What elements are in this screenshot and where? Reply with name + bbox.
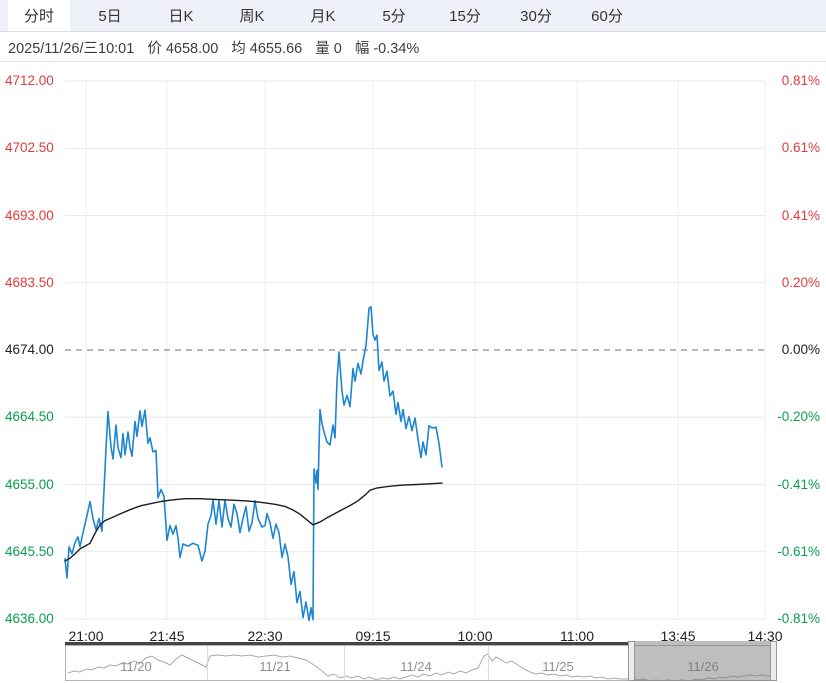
y-axis-label-left: 4664.50 [5,409,54,425]
nav-date-label: 11/25 [542,659,574,674]
y-axis-label-right: -0.61% [777,543,820,559]
tab-period-6[interactable]: 15分 [449,8,481,25]
x-axis-label: 10:00 [457,628,493,644]
y-axis-label-right: -0.81% [777,611,820,626]
y-axis-label-right: -0.20% [777,409,820,425]
x-axis-label: 13:45 [660,628,696,644]
x-axis-label: 21:45 [149,628,185,644]
y-axis-label-left: 4712.00 [5,73,54,88]
y-axis-label-left: 4693.00 [5,207,54,223]
y-axis-label-left: 4674.00 [5,342,54,357]
tab-period-1[interactable]: 5日 [98,8,122,25]
y-axis-label-left: 4683.50 [5,274,54,290]
nav-sparkline-canvas [67,653,776,680]
tab-period-8[interactable]: 60分 [591,8,623,25]
quote-change: 幅 -0.34% [354,40,420,57]
nav-date-label: 11/26 [687,659,719,674]
plot-canvas[interactable] [64,80,766,622]
quote-volume: 量 0 [315,40,342,57]
x-axis-label: 21:00 [68,628,104,644]
y-axis-label-right: 0.81% [781,73,820,88]
y-axis-label-left: 4655.00 [5,476,54,492]
tab-period-7[interactable]: 30分 [520,8,552,25]
nav-scrolled-track [65,642,628,645]
nav-date-label: 11/21 [259,659,291,674]
nav-date-label: 11/20 [120,659,152,674]
tab-period-2[interactable]: 日K [168,8,194,25]
y-axis-label-right: 0.61% [781,140,820,156]
nav-day-divider [207,646,208,680]
x-axis-label: 22:30 [247,628,283,644]
price-line [64,306,443,622]
quote-infobar: 2025/11/26/三10:01 价 4658.00 均 4655.66 量 … [0,33,826,62]
y-axis-label-left: 4636.00 [5,611,54,626]
y-axis-label-left: 4702.50 [5,140,54,156]
quote-average: 均 4655.66 [231,40,303,57]
y-axis-label-right: 0.00% [781,342,820,357]
nav-date-label: 11/24 [400,659,432,674]
x-axis-label: 09:15 [355,628,391,644]
date-navigator[interactable]: 11/20 11/21 11/24 11/25 11/26 [65,645,777,681]
nav-selection[interactable] [628,641,777,681]
average-line [64,482,443,562]
y-axis-label-left: 4645.50 [5,543,54,559]
nav-handle-left[interactable] [628,641,635,681]
y-axis-label-right: 0.20% [781,274,820,290]
quote-datetime: 2025/11/26/三10:01 [8,40,135,57]
nav-day-divider [344,646,345,680]
y-axis-label-right: 0.41% [781,207,820,223]
tab-period-4[interactable]: 月K [310,8,336,25]
x-axis-label: 11:00 [560,628,594,644]
quote-price: 价 4658.00 [147,40,219,57]
x-axis-label: 14:30 [747,628,783,644]
nav-handle-right[interactable] [770,641,777,681]
tab-fenshi[interactable]: 分时 [8,0,70,31]
intraday-chart-area[interactable]: 4712.00 0.81% 4702.50 0.61% 4693.00 0.41% 4683… [0,62,826,645]
nav-sparkline [67,653,776,680]
period-tabbar: 分时 5日 日K 周K 月K 5分 15分 30分 60分 [0,0,826,32]
y-axis-label-right: -0.41% [777,476,820,492]
nav-day-divider [488,646,489,680]
tab-period-3[interactable]: 周K [239,8,265,25]
tab-period-5[interactable]: 5分 [382,8,406,25]
